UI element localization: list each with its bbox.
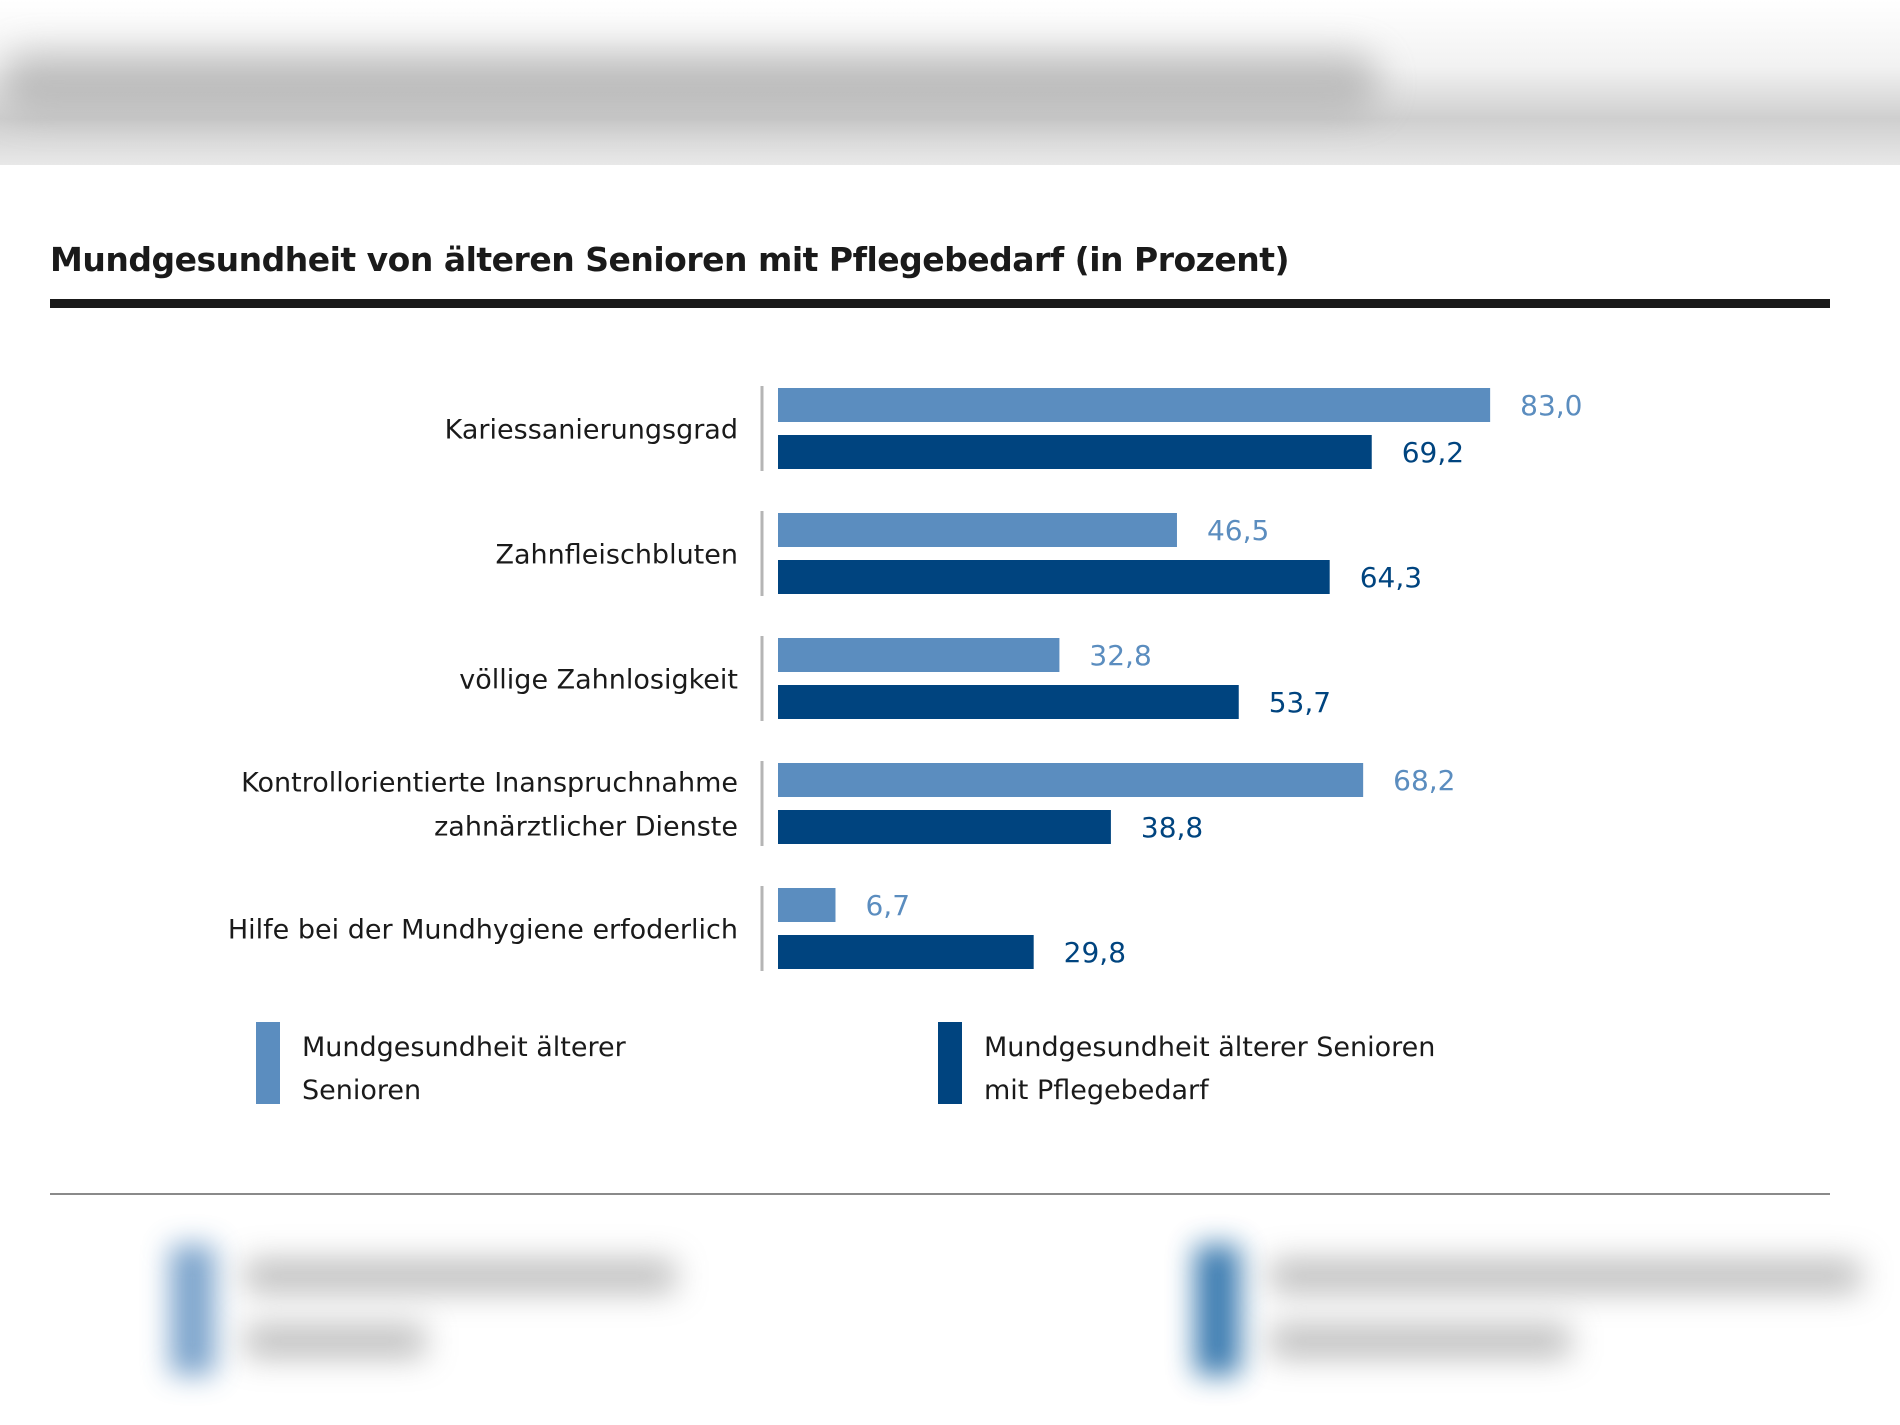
legend-label-series-1: Mundgesundheit älterer Senioren [302,1026,626,1112]
data-label: 6,7 [865,889,910,922]
blurred-text [245,1260,675,1292]
data-label: 46,5 [1207,514,1269,547]
title-rule [50,299,1830,308]
bar-series-2 [778,935,1034,969]
blurred-header-region [0,0,1900,165]
legend-label-series-2: Mundgesundheit älterer Senioren mit Pfle… [984,1026,1435,1112]
blurred-footer-region [0,1230,1900,1425]
data-label: 83,0 [1520,389,1582,422]
blurred-header-text [0,52,1380,112]
data-label: 64,3 [1360,561,1422,594]
bar-series-2 [778,810,1111,844]
bottom-rule [50,1193,1830,1195]
data-label: 69,2 [1402,436,1464,469]
bar-series-1 [778,763,1364,797]
category-label: Zahnfleischbluten [496,540,738,571]
category-label: Kontrollorientierte Inanspruchnahme [241,768,738,799]
category-label: zahnärztlicher Dienste [434,812,738,843]
bar-series-1 [778,888,836,922]
legend-label-line: Mundgesundheit älterer [302,1032,626,1063]
chart-title: Mundgesundheit von älteren Senioren mit … [50,240,1290,279]
bar-series-1 [778,388,1491,422]
blurred-text [1270,1260,1860,1292]
category-label: Kariessanierungsgrad [445,415,738,446]
bar-series-1 [778,513,1177,547]
bar-series-1 [778,638,1060,672]
data-label: 29,8 [1064,936,1126,969]
bar-series-2 [778,685,1239,719]
legend-label-line: mit Pflegebedarf [984,1075,1209,1106]
blurred-swatch [170,1245,215,1375]
bar-chart: Kariessanierungsgrad 83,0 69,2 Zahnfleischb… [228,386,1582,971]
category-label: Hilfe bei der Mundhygiene erfoderlich [228,915,738,946]
data-label: 38,8 [1141,811,1203,844]
legend-label-line: Mundgesundheit älterer Senioren [984,1032,1436,1063]
data-label: 53,7 [1269,686,1331,719]
bar-series-2 [778,560,1330,594]
blurred-text [1270,1325,1570,1357]
blurred-swatch [1195,1245,1240,1375]
legend-swatch-light [256,1022,280,1104]
legend-swatch-dark [938,1022,962,1104]
data-label: 32,8 [1089,639,1151,672]
blurred-text [245,1325,425,1357]
bar-series-2 [778,435,1372,469]
data-label: 68,2 [1393,764,1455,797]
legend-label-line: Senioren [302,1075,422,1106]
category-label: völlige Zahnlosigkeit [459,665,738,696]
